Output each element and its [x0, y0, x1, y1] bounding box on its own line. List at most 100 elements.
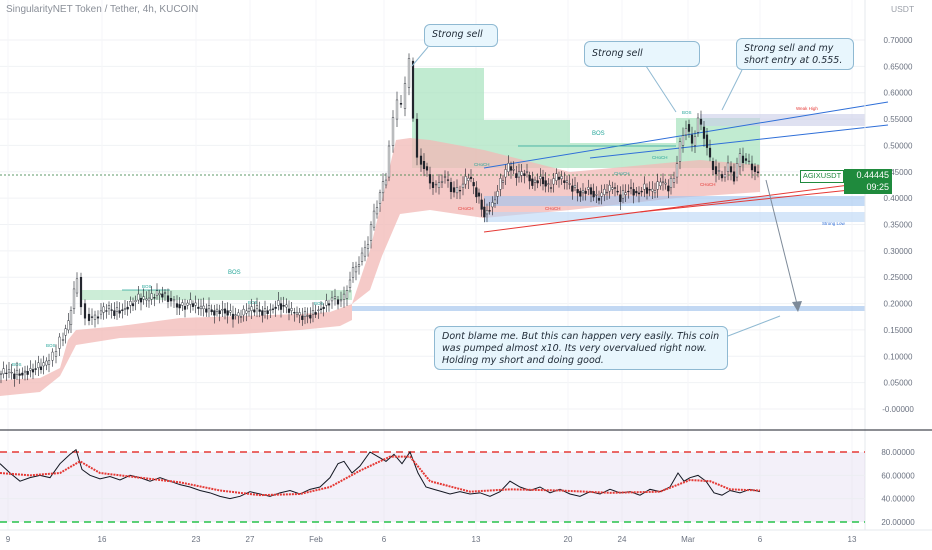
- candle-body: [194, 302, 197, 306]
- candle-body: [54, 351, 58, 357]
- time-tick-label: 23: [192, 535, 201, 544]
- candle-body: [250, 306, 253, 311]
- candle-body: [327, 303, 331, 306]
- candle-body: [129, 301, 132, 306]
- candle-body: [723, 174, 727, 178]
- time-tick-label: 6: [758, 535, 763, 544]
- candle-body: [261, 310, 264, 316]
- candle-body: [207, 305, 211, 310]
- candle-body: [584, 190, 587, 194]
- candle-body: [5, 372, 8, 374]
- supply-zone-lower: [80, 290, 352, 300]
- candle-body: [387, 145, 391, 178]
- bos-label-small-5: BOS: [314, 301, 324, 306]
- symbol-title[interactable]: SingularityNET Token / Tether, 4h, KUCOI…: [6, 4, 199, 15]
- candle-body: [608, 184, 611, 192]
- candle-body: [333, 296, 337, 299]
- candle-body: [440, 181, 444, 183]
- candle-body: [437, 182, 441, 188]
- time-tick-label: 13: [848, 535, 857, 544]
- candle-body: [202, 305, 205, 310]
- support-band-1: [484, 196, 865, 206]
- candle-body: [23, 370, 27, 373]
- candle-body: [295, 312, 299, 315]
- candle-body: [480, 199, 483, 210]
- candle-body: [659, 181, 662, 187]
- main-grid: [0, 39, 865, 410]
- candle-body: [581, 190, 585, 194]
- candle-body: [472, 182, 475, 187]
- supply-zone-upper: [412, 68, 760, 168]
- candle-body: [319, 308, 323, 310]
- candle-body: [431, 182, 435, 188]
- candle-body: [488, 210, 491, 212]
- candle-body: [616, 190, 619, 193]
- candle-body: [536, 180, 539, 184]
- note-comment[interactable]: Dont blame me. But this can happen very …: [434, 326, 728, 370]
- candle-body: [565, 180, 569, 183]
- candle-body: [247, 307, 251, 312]
- bos-label-small-3: BOS: [142, 284, 152, 289]
- candle-body: [348, 279, 352, 288]
- candle-body: [729, 166, 733, 173]
- candle-body: [643, 183, 646, 190]
- candle-body: [237, 312, 240, 317]
- note-strong-sell-entry[interactable]: Strong sell and my short entry at 0.555.: [736, 38, 854, 70]
- candle-body: [690, 134, 694, 144]
- note-strong-sell-2[interactable]: Strong sell: [584, 41, 700, 67]
- note-strong-sell-1[interactable]: Strong sell: [424, 24, 498, 47]
- candle-body: [632, 189, 635, 196]
- candle-body: [425, 166, 429, 171]
- choch-label-6: CHoCH: [700, 182, 716, 187]
- discount-zone-lower: [0, 304, 352, 396]
- candle-body: [363, 247, 367, 257]
- candle-body: [26, 371, 29, 375]
- candle-body: [544, 180, 547, 187]
- candle-body: [702, 126, 706, 139]
- time-tick-label: 24: [618, 535, 627, 544]
- candle-body: [603, 189, 606, 195]
- candle-body: [528, 175, 531, 182]
- candle-body: [271, 308, 275, 310]
- candle-body: [183, 306, 187, 310]
- candle-body: [512, 169, 515, 171]
- candle-body: [560, 176, 563, 180]
- candle-body: [531, 178, 534, 186]
- bos-label-main: BOS: [228, 270, 241, 276]
- choch-label-5: CHoCH: [545, 206, 561, 211]
- candle-body: [142, 296, 145, 300]
- candle-body: [172, 299, 176, 302]
- candle-body: [325, 300, 328, 306]
- candle-body: [449, 182, 453, 193]
- rsi-tick-label: 20.00000: [881, 518, 915, 527]
- channel-mid-line: [589, 124, 889, 159]
- candle-body: [681, 135, 685, 146]
- currency-unit: USDT: [891, 4, 915, 14]
- candle-body: [2, 368, 5, 375]
- candle-body: [110, 309, 113, 311]
- candle-body: [576, 189, 579, 194]
- candle-body: [726, 162, 730, 172]
- candle-body: [523, 173, 526, 176]
- bos-label-small-4: BOS: [248, 300, 258, 305]
- candle-body: [96, 316, 100, 319]
- candle-body: [678, 141, 682, 162]
- candle-body: [525, 171, 529, 173]
- candle-body: [83, 303, 87, 319]
- candle-body: [13, 373, 16, 379]
- candle-body: [589, 187, 593, 195]
- candle-body: [541, 176, 545, 185]
- candle-body: [732, 171, 736, 182]
- candle-body: [372, 210, 376, 228]
- candle-body: [226, 310, 229, 316]
- candle-body: [411, 60, 415, 119]
- candle-body: [205, 308, 208, 313]
- price-tick-label: 0.10000: [884, 352, 913, 361]
- candle-body: [705, 134, 709, 148]
- channel-lower-line: [483, 179, 889, 233]
- candle-body: [72, 288, 76, 310]
- candle-body: [672, 178, 676, 183]
- candle-body: [158, 293, 161, 295]
- candle-body: [134, 300, 137, 303]
- pointer-comment: [727, 315, 781, 337]
